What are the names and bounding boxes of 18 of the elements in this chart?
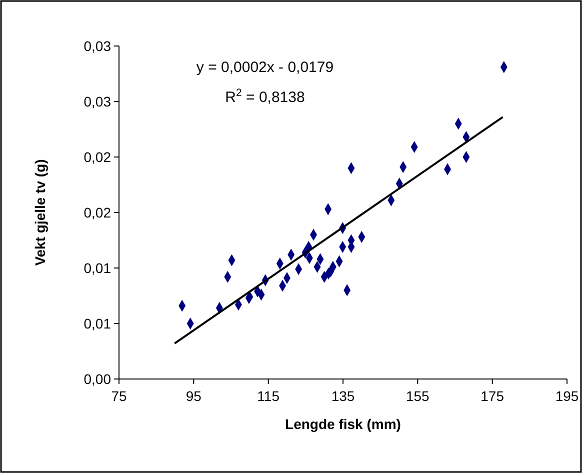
- y-tick-label: 0,03: [84, 93, 112, 110]
- y-axis-title: Vekt gjelle tv (g): [32, 159, 48, 266]
- y-tick-label: 0,01: [84, 315, 112, 332]
- annotation: R$^{2}$ = 0,8138: [225, 87, 305, 106]
- x-tick-label: 115: [257, 388, 280, 404]
- y-tick-label: 0,01: [84, 260, 112, 276]
- annotation: y = 0,0002x - 0,0179: [196, 59, 334, 76]
- y-tick-label: 0,03: [84, 38, 112, 54]
- x-tick-label: 95: [186, 388, 202, 404]
- y-tick-label: 0,00: [84, 370, 112, 387]
- x-tick-label: 155: [406, 388, 430, 404]
- y-tick-label: 0,02: [84, 204, 112, 220]
- x-tick-label: 175: [480, 388, 504, 404]
- x-tick-label: 75: [111, 388, 127, 404]
- y-tick-label: 0,02: [84, 148, 112, 165]
- x-tick-label: 195: [555, 388, 579, 404]
- x-axis-title: Lengde fisk (mm): [285, 416, 401, 432]
- x-tick-label: 135: [331, 388, 355, 404]
